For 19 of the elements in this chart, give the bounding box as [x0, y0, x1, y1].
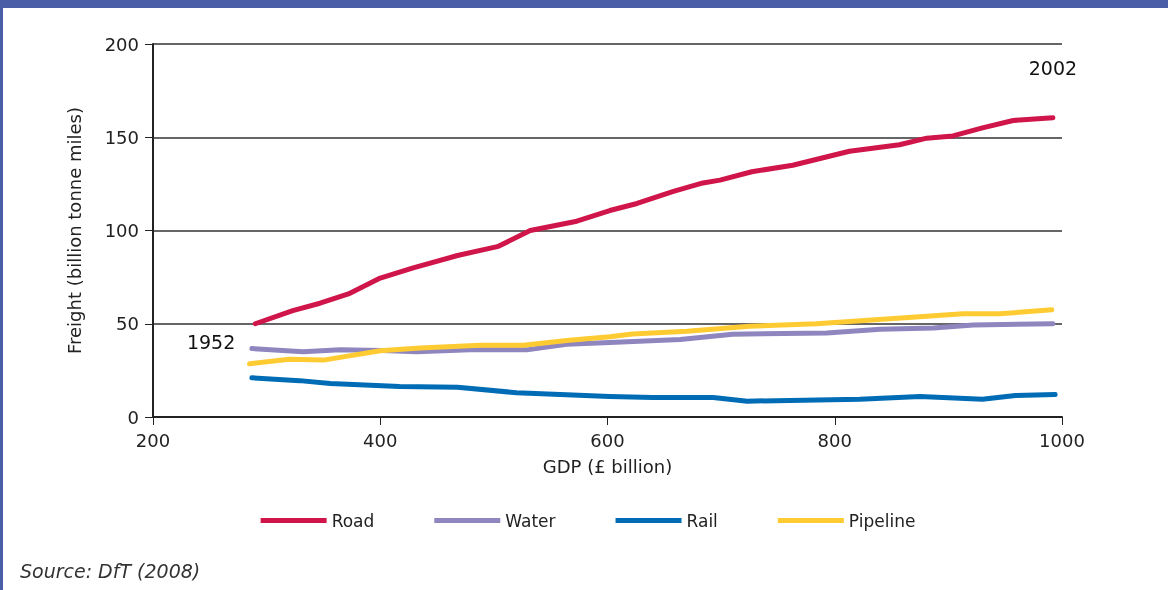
legend-label: Pipeline [848, 510, 916, 531]
annotation: 1952 [186, 330, 236, 353]
legend-label: Road [331, 510, 375, 531]
x-tick-label: 1000 [1039, 429, 1085, 451]
legend-label: Water [505, 510, 556, 531]
y-tick-label: 150 [104, 126, 139, 148]
x-tick-label: 200 [135, 429, 171, 451]
y-axis-title: Freight (billion tonne miles) [63, 106, 85, 355]
legend-label: Rail [686, 510, 718, 531]
annotation: 2002 [1028, 57, 1078, 80]
x-tick-label: 400 [363, 429, 398, 451]
x-tick-label: 800 [817, 429, 852, 451]
y-tick-label: 0 [127, 406, 139, 428]
y-tick-label: 50 [116, 313, 139, 335]
x-axis-title: GDP (£ billion) [542, 455, 673, 477]
y-tick-label: 200 [104, 33, 139, 55]
source-note: Source: DfT (2008) [20, 559, 201, 582]
y-tick-label: 100 [104, 220, 139, 241]
x-tick-label: 600 [590, 429, 625, 451]
